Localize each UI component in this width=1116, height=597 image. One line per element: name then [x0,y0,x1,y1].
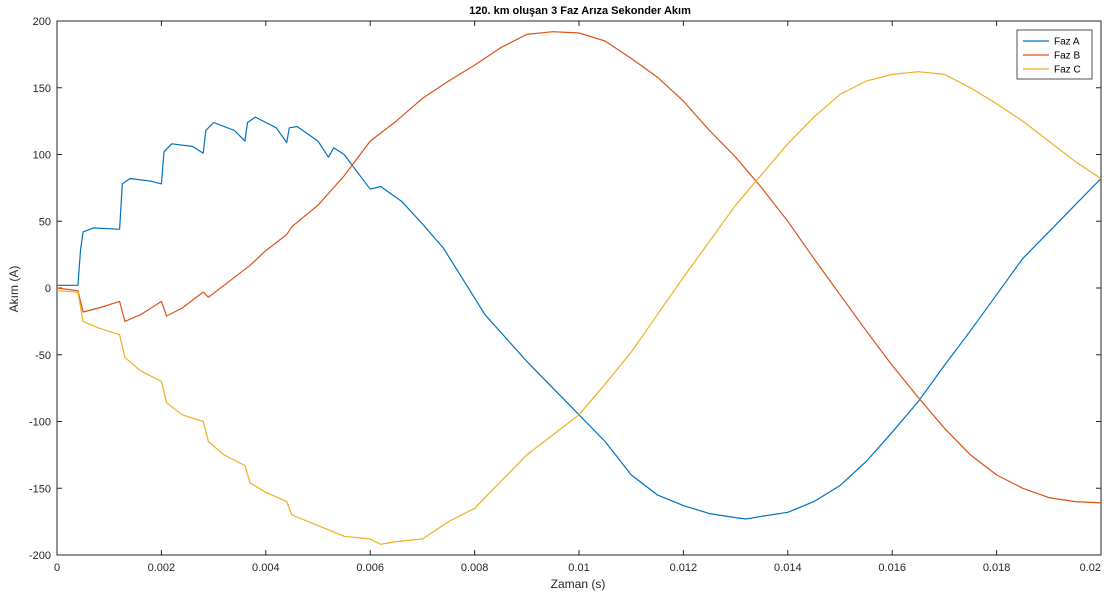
x-tick-label: 0 [54,562,60,574]
y-tick-label: -150 [29,483,51,495]
x-tick-label: 0.002 [148,562,176,574]
y-tick-label: 100 [33,150,51,162]
series-line-faz-a [57,116,1102,520]
legend: Faz A Faz B Faz C [1016,29,1093,80]
y-tick-label: 150 [33,83,51,95]
y-tick-label: 0 [45,283,51,295]
series-lines [56,31,1102,545]
y-tick-label: 200 [33,16,51,28]
x-tick-label: 0.018 [983,562,1011,574]
series-line-faz-b [56,31,1102,504]
x-tick-label: 0.014 [774,562,802,574]
x-tick-label: 0.016 [878,562,906,574]
series-line-faz-c [56,71,1102,545]
legend-label-faz-b: Faz B [1054,51,1080,62]
x-tick-label: 0.006 [356,562,384,574]
legend-label-faz-a: Faz A [1054,37,1080,48]
y-tick-label: 50 [39,216,51,228]
x-axis: 0 0.002 0.004 0.006 0.008 0.01 0.012 0.014 0.016… [54,21,1102,574]
x-tick-label: 0.01 [568,562,589,574]
y-tick-label: -50 [35,350,51,362]
x-tick-label: 0.012 [670,562,698,574]
chart-title: 120. km oluşan 3 Faz Arıza Sekonder Akım [469,5,691,17]
y-tick-label: -200 [29,550,51,562]
y-axis: -200 -150 -100 -50 0 50 100 150 200 [29,16,1101,562]
plot-area [56,20,1102,556]
x-tick-label: 0.004 [252,562,280,574]
y-axis-label: Akım (A) [7,266,21,313]
x-axis-label: Zaman (s) [551,577,606,591]
legend-label-faz-c: Faz C [1054,65,1081,76]
x-tick-label: 0.008 [461,562,489,574]
y-tick-label: -100 [29,417,51,429]
x-tick-label: 0.02 [1080,562,1101,574]
